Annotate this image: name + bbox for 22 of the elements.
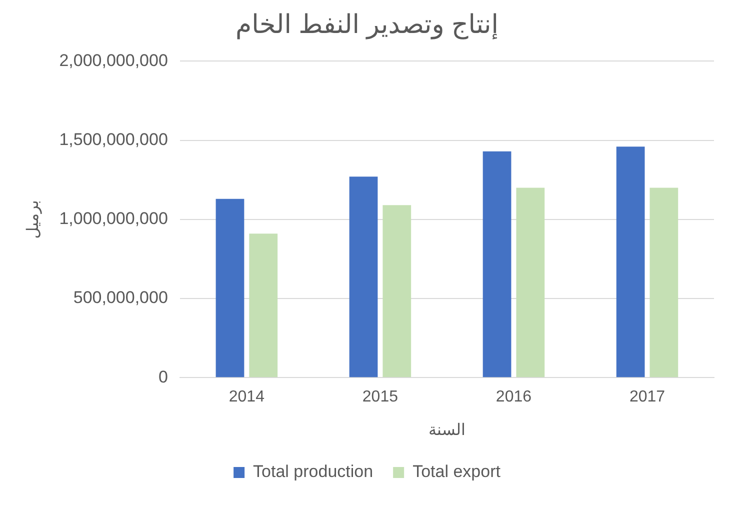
y-axis-title: برميل <box>25 200 42 239</box>
bar <box>616 146 645 378</box>
y-tick-label: 2,000,000,000 <box>59 50 168 70</box>
bar <box>382 205 412 378</box>
x-axis-title: السنة <box>428 422 466 439</box>
y-tick-label: 500,000,000 <box>73 288 168 308</box>
x-tick-label: 2017 <box>629 388 666 406</box>
x-tick-label: 2016 <box>496 388 532 406</box>
bar <box>249 234 278 378</box>
y-tick-label: 0 <box>158 367 168 386</box>
bar <box>349 176 378 378</box>
bar <box>482 151 512 378</box>
y-tick-label: 1,000,000,000 <box>59 209 168 228</box>
legend-label: Total production <box>253 462 374 482</box>
x-tick-label: 2015 <box>362 388 398 406</box>
bar <box>650 188 678 378</box>
legend-label: Total export <box>412 462 501 482</box>
bar <box>516 188 545 378</box>
y-tick-label: 1,500,000,000 <box>59 130 168 149</box>
chart-title: إنتاج وتصدير النفط الخام <box>235 8 499 40</box>
bar <box>216 198 244 378</box>
x-tick-label: 2014 <box>228 388 265 406</box>
